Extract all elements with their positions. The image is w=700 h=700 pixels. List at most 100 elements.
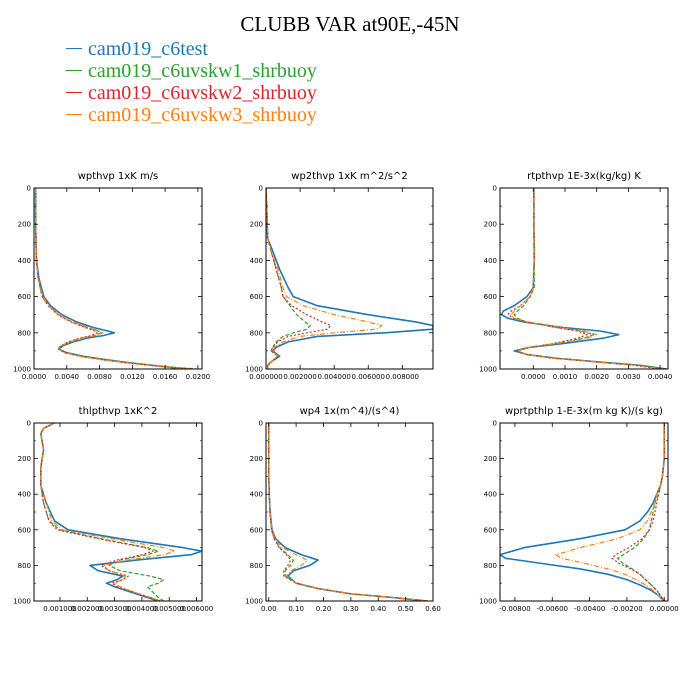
y-tick-label: 400 (18, 491, 31, 499)
legend-label: cam019_c6uvskw1_shrbuoy (88, 60, 317, 82)
y-tick-label: 0 (27, 185, 31, 193)
x-tick-label: 0.004000 (317, 373, 350, 381)
series-line-3 (266, 188, 332, 369)
x-tick-label: 0.40 (370, 605, 386, 613)
series-line-2 (35, 188, 197, 369)
y-tick-label: 200 (484, 455, 497, 463)
x-tick-label: 0.0000 (521, 373, 546, 381)
y-tick-label: 600 (18, 293, 31, 301)
y-tick-label: 600 (484, 293, 497, 301)
series-line-3 (507, 188, 661, 369)
y-tick-label: 200 (250, 221, 263, 229)
series-line-3 (35, 188, 189, 369)
series-line-1 (500, 188, 667, 369)
legend-entry: cam019_c6uvskw3_shrbuoy (66, 104, 317, 126)
x-tick-label: 0.0020 (584, 373, 609, 381)
y-tick-label: 200 (484, 221, 497, 229)
series-line-1 (266, 188, 433, 369)
series-line-2 (513, 188, 667, 369)
series-group (266, 188, 433, 369)
y-tick-label: 800 (484, 329, 497, 337)
y-tick-label: 1000 (479, 366, 497, 374)
x-tick-label: 0.001000 (43, 605, 76, 613)
legend-entry: cam019_c6uvskw1_shrbuoy (66, 60, 317, 82)
series-line-1 (34, 188, 190, 369)
y-tick-label: 0 (27, 420, 31, 428)
x-tick-label: -0.00800 (499, 605, 530, 613)
x-tick-label: 0.008000 (386, 373, 419, 381)
series-line-3 (611, 423, 665, 601)
legend-line-swatch (66, 91, 82, 93)
panel-title: thlpthvp 1xK^2 (79, 406, 158, 417)
series-line-2 (40, 423, 165, 601)
panel-3: rtpthvp 1E-3x(kg/kg) K 0 200 400 600 800 1000 0… (479, 171, 672, 381)
y-tick-label: 0 (493, 420, 497, 428)
panel-2: wp2thvp 1xK m^2/s^2020040060080010000.00… (245, 171, 434, 381)
y-tick-label: 1000 (479, 598, 497, 606)
panel-title: wprtpthlp 1-E-3x(m kg K)/(s kg) (505, 406, 663, 417)
plot-frame (499, 187, 669, 370)
x-tick-label: 0.0000 (22, 373, 47, 381)
y-tick-label: 400 (484, 257, 497, 265)
legend-entry: cam019_c6test (66, 38, 317, 60)
y-tick-label: 600 (18, 526, 31, 534)
series-line-1 (500, 423, 666, 601)
x-tick-label: 0.30 (343, 605, 359, 613)
series-group (34, 188, 197, 369)
series-line-4 (35, 188, 192, 369)
y-tick-label: 800 (484, 562, 497, 570)
x-tick-label: 0.006000 (352, 373, 385, 381)
y-tick-label: 0 (259, 185, 263, 193)
series-group (40, 423, 202, 601)
legend-line-swatch (66, 47, 82, 49)
x-tick-label: 0.002000 (283, 373, 316, 381)
panel-title: rtpthvp 1E-3x(kg/kg) K (527, 171, 641, 182)
x-tick-label: 0.005000 (153, 605, 186, 613)
plot-frame (265, 422, 434, 602)
x-tick-label: 0.0160 (153, 373, 178, 381)
legend-entry: cam019_c6uvskw2_shrbuoy (66, 82, 317, 104)
series-line-1 (40, 423, 202, 601)
legend-label: cam019_c6uvskw3_shrbuoy (88, 104, 317, 126)
panel-title: wp2thvp 1xK m^2/s^2 (291, 171, 407, 182)
y-tick-label: 800 (18, 562, 31, 570)
x-tick-label: 0.60 (425, 605, 441, 613)
y-tick-label: 400 (250, 257, 263, 265)
x-tick-label: 0.0040 (648, 373, 673, 381)
x-tick-label: 0.000000 (249, 373, 282, 381)
x-tick-label: 0.0080 (87, 373, 112, 381)
legend: cam019_c6test cam019_c6uvskw1_shrbuoy ca… (66, 38, 317, 126)
legend-line-swatch (66, 113, 82, 115)
plot-frame (499, 422, 669, 602)
x-tick-label: -0.00400 (574, 605, 605, 613)
panel-title: wpthvp 1xK m/s (78, 171, 159, 182)
series-line-4 (555, 423, 665, 601)
x-tick-label: 0.00000 (650, 605, 679, 613)
y-tick-label: 400 (484, 491, 497, 499)
y-tick-label: 600 (250, 526, 263, 534)
y-tick-label: 0 (493, 185, 497, 193)
x-tick-label: 0.004000 (125, 605, 158, 613)
legend-label: cam019_c6uvskw2_shrbuoy (88, 82, 317, 104)
series-line-4 (266, 188, 383, 369)
legend-label: cam019_c6test (88, 38, 208, 60)
x-tick-label: 0.003000 (98, 605, 131, 613)
x-tick-label: 0.002000 (71, 605, 104, 613)
y-tick-label: 800 (250, 562, 263, 570)
y-tick-label: 400 (250, 491, 263, 499)
x-tick-label: 0.006000 (180, 605, 213, 613)
y-tick-label: 1000 (245, 366, 263, 374)
y-tick-label: 1000 (245, 598, 263, 606)
y-tick-label: 600 (484, 526, 497, 534)
y-tick-label: 400 (18, 257, 31, 265)
x-tick-label: 0.0010 (553, 373, 578, 381)
y-tick-label: 0 (259, 420, 263, 428)
plot-frame (33, 187, 203, 370)
x-tick-label: -0.00200 (611, 605, 642, 613)
y-tick-label: 800 (18, 329, 31, 337)
series-group (267, 423, 428, 601)
y-tick-label: 800 (250, 329, 263, 337)
